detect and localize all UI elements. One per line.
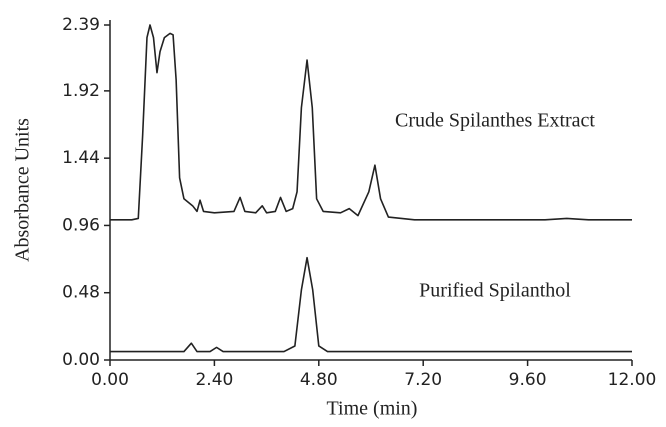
x-tick-label: 12.00 <box>608 370 657 390</box>
series-line <box>110 256 632 353</box>
y-tick-label: 1.92 <box>62 81 100 101</box>
x-tick-label: 9.60 <box>509 370 547 390</box>
x-axis-title: Time (min) <box>327 398 418 420</box>
series-line <box>110 24 632 221</box>
x-tick-label: 4.80 <box>300 370 338 390</box>
x-tick-label: 0.00 <box>91 370 129 390</box>
y-tick-label: 2.39 <box>62 15 100 35</box>
x-tick-label: 7.20 <box>404 370 442 390</box>
y-tick-label: 0.96 <box>62 215 100 235</box>
x-tick-label: 2.40 <box>195 370 233 390</box>
series-label: Crude Spilanthes Extract <box>395 110 595 132</box>
y-axis-title: Absorbance Units <box>12 118 34 262</box>
y-tick-label: 1.44 <box>62 148 100 168</box>
series-label: Purified Spilanthol <box>419 280 571 302</box>
y-tick-label: 0.00 <box>62 350 100 370</box>
y-tick-label: 0.48 <box>62 283 100 303</box>
